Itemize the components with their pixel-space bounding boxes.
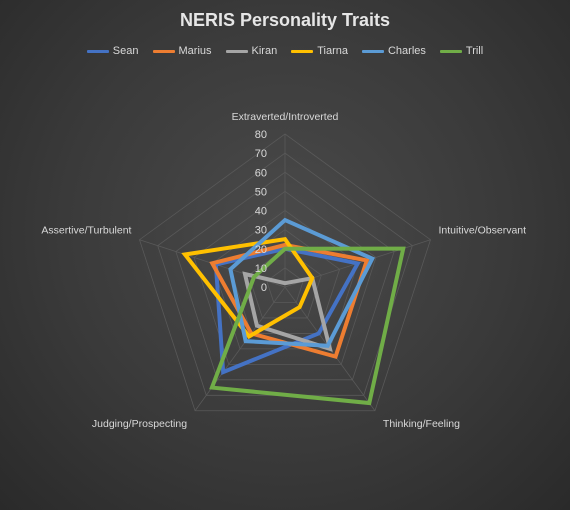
tick-label: 20 xyxy=(255,244,267,256)
legend-label: Tiarna xyxy=(317,45,348,57)
radar-spoke xyxy=(194,286,286,412)
legend-swatch xyxy=(152,49,175,53)
series-line-tiarna xyxy=(181,237,315,340)
legend-item-trill: Trill xyxy=(439,45,484,57)
legend: Sean Marius Kiran Tiarna Charles Trill xyxy=(0,45,570,57)
legend-item-sean: Sean xyxy=(86,45,139,57)
axis-label: Judging/Prospecting xyxy=(92,418,187,430)
legend-item-charles: Charles xyxy=(361,45,426,57)
legend-label: Charles xyxy=(387,45,426,57)
series-line-kiran xyxy=(242,271,333,352)
legend-label: Sean xyxy=(112,45,139,57)
tick-label: 0 xyxy=(261,282,267,294)
tick-label: 50 xyxy=(255,186,267,198)
series-line-sean xyxy=(213,246,361,375)
tick-label: 60 xyxy=(255,167,267,179)
tick-label: 40 xyxy=(255,206,267,218)
tick-label: 10 xyxy=(255,263,267,275)
legend-item-tiarna: Tiarna xyxy=(291,45,348,57)
radar-gridline xyxy=(175,171,395,381)
tick-label: 30 xyxy=(255,225,267,237)
legend-swatch xyxy=(439,49,462,53)
series-line-trill xyxy=(209,246,406,406)
radar-gridline xyxy=(248,248,322,319)
legend-item-kiran: Kiran xyxy=(225,45,278,57)
legend-label: Trill xyxy=(465,45,484,57)
axis-label: Intuitive/Observant xyxy=(439,225,527,237)
legend-swatch xyxy=(361,49,384,53)
legend-item-marius: Marius xyxy=(152,45,212,57)
axis-label: Thinking/Feeling xyxy=(383,418,460,430)
radar-gridline xyxy=(193,190,377,365)
radar-gridline xyxy=(139,133,431,412)
chart-title: NERIS Personality Traits xyxy=(179,10,391,30)
axis-label: Extraverted/Introverted xyxy=(232,111,339,123)
tick-label: 80 xyxy=(255,129,267,141)
legend-swatch xyxy=(86,49,109,53)
legend-swatch xyxy=(225,49,248,53)
legend-label: Marius xyxy=(178,45,212,57)
legend-label: Kiran xyxy=(251,45,278,57)
legend-swatch xyxy=(291,49,314,53)
axis-label: Assertive/Turbulent xyxy=(41,225,131,237)
series-line-charles xyxy=(228,217,376,348)
tick-label: 70 xyxy=(255,148,267,160)
